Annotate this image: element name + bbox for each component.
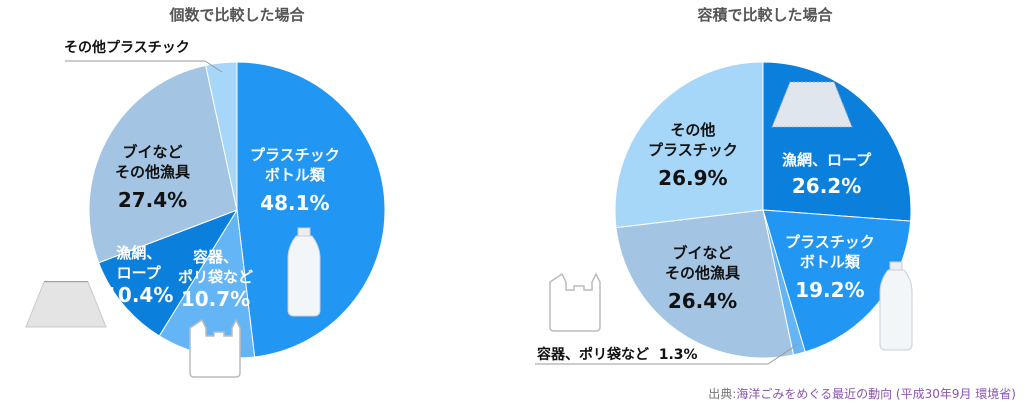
source-prefix: 出典: [708,387,737,401]
source-citation: 出典:海洋ごみをめぐる最近の動向 (平成30年9月 環境省) [708,385,1016,402]
label-text: ボトル類 [264,166,325,184]
right-label-nets: 漁網、ロープ 26.2% [782,150,871,196]
left-label-nets: 漁網、 ロープ 10.4% [104,243,173,305]
data-label: 27.4% [117,188,188,212]
left-label-other: その他プラスチック [64,40,190,56]
data-label: 10.4% [104,283,174,307]
label-text: プラスチック [250,146,340,164]
left-label-buoys: ブイなど その他漁具 27.4% [115,142,190,210]
pie-slice [205,61,238,211]
pie-slice [236,61,386,358]
right-label-containers: 容器、ポリ袋など 1.3% [537,344,698,364]
right-label-bottles: プラスチック ボトル類 19.2% [785,232,875,300]
source-suffix: (平成30年9月 環境省) [892,387,1016,401]
pie-slice [98,209,239,337]
source-link[interactable]: 海洋ごみをめぐる最近の動向 [736,387,893,401]
label-text: その他 [670,121,716,139]
data-label: 26.9% [658,166,728,190]
data-label: 48.1% [260,191,330,215]
fishing-net-icon [771,81,853,128]
label-text: 漁網、 [116,244,162,262]
label-text: プラスチック [785,233,875,251]
plastic-bag-icon [189,318,241,378]
leader-line [204,60,223,73]
data-label: 10.7% [180,287,251,311]
data-label: 26.2% [791,174,862,198]
fishing-net-icon [25,281,107,328]
left-chart-title: 個数で比較した場合 [169,6,305,24]
label-text: ポリ袋など [178,268,254,286]
label-text: 容器、ポリ袋など [537,347,649,363]
label-text: その他漁具 [665,264,741,282]
label-text: ボトル類 [799,253,860,271]
label-text: その他漁具 [115,163,191,181]
right-pie [614,61,912,359]
pie-slice [614,61,764,229]
plastic-bag-icon [549,272,601,332]
pie-slice [615,209,795,359]
right-label-buoys: ブイなど その他漁具 26.4% [665,243,740,311]
left-label-containers: 容器、 ポリ袋など 10.7% [178,247,253,309]
bottle-icon [879,261,913,351]
pie-slice [88,64,238,264]
leader-line [767,343,799,365]
label-text: 漁網、ロープ [782,151,872,169]
label-text: 容器、 [193,248,239,266]
data-label: 1.3% [658,347,698,363]
label-text: ロープ [116,264,161,282]
label-text: ブイなど [122,143,183,161]
label-text: ブイなど [672,244,733,262]
right-chart-title: 容積で比較した場合 [697,6,833,24]
label-text: プラスチック [648,141,738,159]
data-label: 19.2% [795,278,865,302]
pie-slice [762,209,912,353]
right-label-other: その他 プラスチック 26.9% [648,120,738,188]
left-pie [88,61,386,359]
data-label: 26.4% [667,289,738,313]
bottle-icon [287,227,321,317]
left-label-bottles: プラスチック ボトル類 48.1% [250,145,340,213]
